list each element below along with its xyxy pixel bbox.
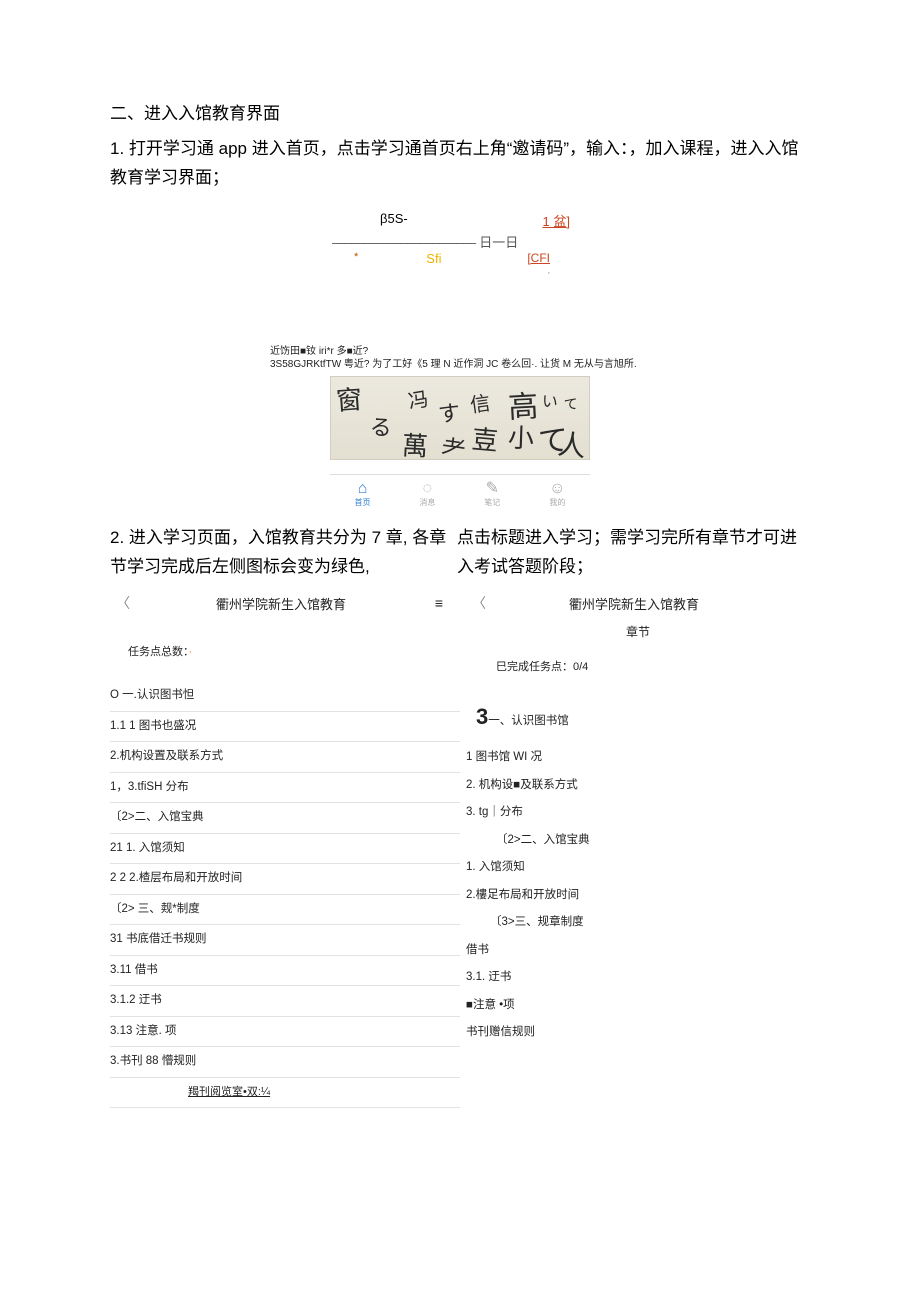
list-item[interactable]: 1 图书馆 WI 况 — [466, 744, 810, 772]
task-done: 巳完成任务点：0/4 — [496, 658, 810, 674]
row1-left: β5S- — [380, 211, 408, 230]
chapter-badge-3: 3 — [476, 704, 488, 729]
phone-row-3: * Sfi [CFI — [280, 251, 640, 266]
chapter-2[interactable]: 〔2>二、入馆宝典 — [466, 827, 810, 855]
step-2-right: 点击标题进入学习；需学习完所有章节才可进入考试答题阶段； — [453, 524, 810, 582]
list-item[interactable]: 3.1. 迂书 — [466, 964, 810, 992]
task-count-num: · — [189, 646, 193, 658]
row3-comma: , — [280, 266, 640, 275]
screen-left-title: 衢州学院新生入馆教育 — [136, 594, 426, 613]
task-count: 任务点总数：· — [128, 643, 460, 659]
list-item[interactable]: 羯刊阅览室•双:¼ — [110, 1078, 460, 1108]
cfi-link[interactable]: [CFI — [527, 251, 550, 266]
message-icon: ◌ — [423, 481, 433, 497]
section-header: 二、进入入馆教育界面 — [110, 100, 810, 129]
ocr-line-1: 近饬田■钕 iri*r 多■近? — [270, 345, 650, 359]
back-icon[interactable]: 〈 — [110, 593, 136, 613]
chapter-3[interactable]: 〔3>三、规章制度 — [466, 909, 810, 937]
tab-me[interactable]: ☺ 我的 — [549, 481, 565, 508]
list-item[interactable]: 3.13 注意. 项 — [110, 1017, 460, 1048]
calligraphy-image: 窗 る 冯 萬 す 耂 信 壴 高 い て 小 て 人 — [330, 376, 590, 460]
phone-row-1: β5S- 1 盆] — [280, 211, 640, 230]
row2-end: 日一日 — [479, 235, 518, 250]
phone-row-2: ––––––––––––––––––––––– 日一日 — [280, 232, 640, 251]
ocr-text-block: 近饬田■钕 iri*r 多■近? 3S58GJRKtfTW 粤近? 为了工好《5… — [270, 345, 650, 372]
tab-message[interactable]: ◌ 消息 — [419, 481, 435, 508]
step-2-intro: 2. 进入学习页面，入馆教育共分为 7 章, 各章节学习完成后左侧图标会变为绿色… — [110, 524, 810, 582]
tab-note[interactable]: ✎ 笔记 — [484, 481, 500, 508]
star-icon: * — [354, 251, 358, 266]
note-icon: ✎ — [486, 481, 499, 497]
screen-right: 〈 衢州学院新生入馆教育 章节 巳完成任务点：0/4 3一、认识图书馆 1 图书… — [460, 589, 810, 1108]
screen-left-header: 〈 衢州学院新生入馆教育 ≡ — [110, 589, 460, 623]
tab-me-label: 我的 — [549, 497, 565, 508]
row3-mid: Sfi — [426, 251, 441, 266]
list-item[interactable]: 书刊赠信规则 — [466, 1019, 810, 1047]
row2-dash: ––––––––––––––––––––––– — [332, 235, 475, 250]
tab-note-label: 笔记 — [484, 497, 500, 508]
screen-left: 〈 衢州学院新生入馆教育 ≡ 任务点总数：· O 一.认识图书怛1.1 1 图书… — [110, 589, 460, 1108]
list-item[interactable]: 21 1. 入馆须知 — [110, 834, 460, 865]
menu-icon[interactable]: ≡ — [426, 595, 452, 611]
list-item[interactable]: 2. 机构设■及联系方式 — [466, 772, 810, 800]
person-icon: ☺ — [549, 481, 565, 497]
screen-right-header: 〈 衢州学院新生入馆教育 — [466, 589, 810, 623]
list-item[interactable]: 2.樓足布局和开放时间 — [466, 882, 810, 910]
list-item[interactable]: 1. 入馆须知 — [466, 854, 810, 882]
chapter-list-left: O 一.认识图书怛1.1 1 图书也盛况2.机构设置及联系方式1，3.tfiSH… — [110, 681, 460, 1108]
tab-home-label: 首页 — [354, 497, 370, 508]
list-item[interactable]: 1，3.tfiSH 分布 — [110, 773, 460, 804]
chapter-screens: 〈 衢州学院新生入馆教育 ≡ 任务点总数：· O 一.认识图书怛1.1 1 图书… — [110, 589, 810, 1108]
tab-home[interactable]: ⌂ 首页 — [354, 481, 370, 508]
step-1-text: 1. 打开学习通 app 进入首页，点击学习通首页右上角“邀请码”，输入：，加入… — [110, 135, 810, 193]
list-item[interactable]: ■注意 •项 — [466, 992, 810, 1020]
list-item[interactable]: 2.机构设置及联系方式 — [110, 742, 460, 773]
list-item[interactable]: 3. tg｜分布 — [466, 799, 810, 827]
list-item[interactable]: 借书 — [466, 937, 810, 965]
list-item[interactable]: 〔2> 三、觌*制度 — [110, 895, 460, 926]
list-item[interactable]: 3.1.2 迂书 — [110, 986, 460, 1017]
chapter-1-tail: 一、认识图书馆 — [488, 715, 569, 727]
screen-right-subtitle: 章节 — [466, 623, 810, 640]
list-item[interactable]: 1.1 1 图书也盛况 — [110, 712, 460, 743]
chapter-list-right: 3一、认识图书馆 1 图书馆 WI 况2. 机构设■及联系方式3. tg｜分布 … — [466, 698, 810, 1047]
list-item[interactable]: 3.书刊 88 懵规则 — [110, 1047, 460, 1078]
task-count-label: 任务点总数： — [128, 646, 189, 658]
step-2-left: 2. 进入学习页面，入馆教育共分为 7 章, 各章节学习完成后左侧图标会变为绿色… — [110, 524, 453, 582]
back-icon[interactable]: 〈 — [466, 593, 492, 613]
chapter-1[interactable]: 3一、认识图书馆 — [476, 698, 810, 736]
tab-msg-label: 消息 — [419, 497, 435, 508]
list-item[interactable]: 〔2>二、入馆宝典 — [110, 803, 460, 834]
invite-link[interactable]: 1 盆] — [543, 211, 570, 230]
list-item[interactable]: 3.11 借书 — [110, 956, 460, 987]
bottom-tabbar: ⌂ 首页 ◌ 消息 ✎ 笔记 ☺ 我的 — [330, 474, 590, 508]
list-item[interactable]: O 一.认识图书怛 — [110, 681, 460, 712]
ocr-line-2: 3S58GJRKtfTW 粤近? 为了工好《5 理 N 近作洞 JC 卷么回·.… — [270, 358, 650, 372]
list-item[interactable]: 2 2 2.楂层布局和开放时间 — [110, 864, 460, 895]
phone-home-demo: β5S- 1 盆] ––––––––––––––––––––––– 日一日 * S… — [280, 211, 640, 275]
home-icon: ⌂ — [358, 481, 368, 497]
screen-right-title: 衢州学院新生入馆教育 — [492, 594, 776, 613]
list-item[interactable]: 31 书底借迁书规则 — [110, 925, 460, 956]
